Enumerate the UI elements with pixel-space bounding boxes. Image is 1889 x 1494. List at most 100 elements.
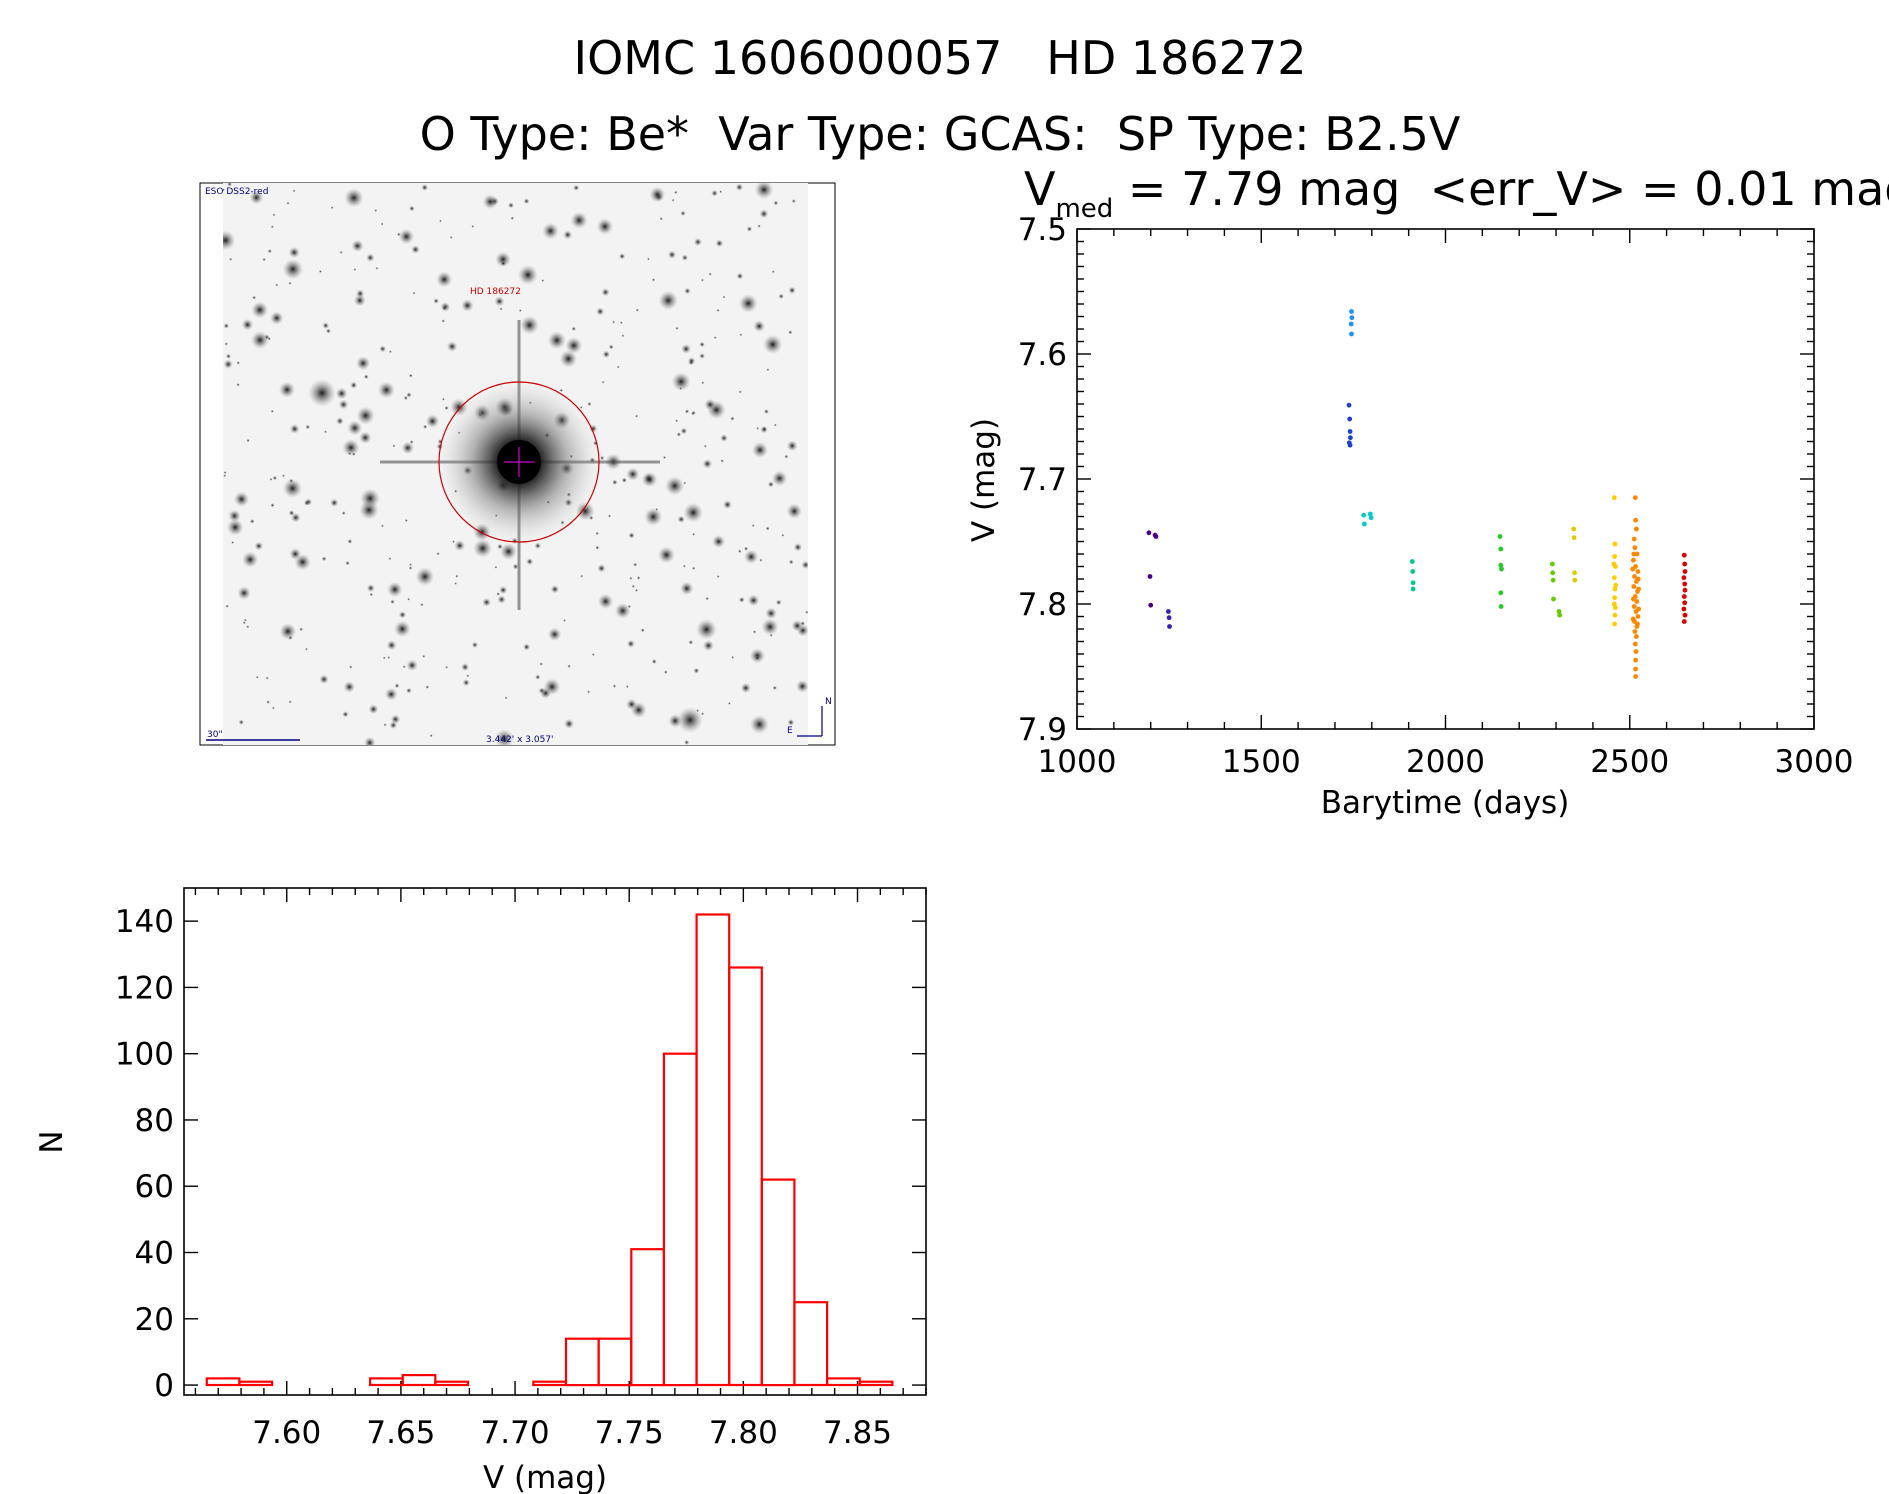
finder-star: [223, 471, 227, 475]
finder-star: [644, 507, 663, 526]
finder-star: [455, 574, 459, 578]
histogram-y-tick-label: 80: [135, 1103, 174, 1139]
finder-star: [635, 308, 639, 312]
finder-star: [352, 452, 356, 456]
finder-star: [612, 479, 618, 486]
light-curve-point: [1556, 609, 1562, 614]
finder-bright-star: [752, 442, 768, 458]
finder-star: [510, 216, 515, 220]
finder-star: [680, 427, 688, 435]
finder-star: [504, 696, 508, 700]
finder-star: [494, 296, 505, 307]
finder-star: [409, 440, 414, 444]
finder-star: [526, 558, 534, 566]
histogram-bar: [401, 1373, 437, 1387]
finder-star: [319, 674, 329, 684]
finder-star: [772, 685, 777, 691]
finder-star: [534, 542, 542, 550]
light-curve-point: [1348, 435, 1353, 441]
light-curve-point: [1499, 566, 1504, 572]
histogram-y-tick-labels: 0 20 40 60 80 100 120 140: [115, 904, 174, 1404]
finder-star: [788, 559, 794, 565]
finder-star: [595, 545, 600, 550]
finder-star: [299, 627, 303, 632]
finder-star: [236, 361, 240, 365]
finder-star: [708, 272, 712, 276]
histogram-x-tick-label: 7.60: [252, 1415, 321, 1451]
finder-star: [394, 620, 411, 638]
finder-star: [353, 294, 366, 307]
light-curve-point: [1362, 521, 1367, 527]
light-curve-ylabel: V (mag): [966, 418, 1002, 542]
finder-star: [564, 718, 575, 729]
histogram-bar: [825, 1377, 861, 1387]
finder-star: [704, 398, 716, 411]
finder-star: [254, 541, 264, 551]
light-curve-point: [1634, 599, 1640, 604]
finder-star: [763, 409, 769, 414]
finder-star: [597, 593, 614, 610]
finder-star: [675, 326, 679, 330]
finder-star: [237, 586, 251, 600]
finder-star: [715, 239, 724, 248]
finder-star: [226, 518, 244, 536]
finder-star: [702, 459, 713, 469]
histogram-x-tick-label: 7.80: [709, 1415, 778, 1451]
finder-star: [731, 655, 735, 659]
light-curve-point: [1634, 634, 1639, 639]
light-curve-point: [1571, 526, 1577, 532]
finder-star: [722, 295, 726, 299]
finder-star: [591, 653, 595, 657]
finder-star: [796, 679, 808, 693]
finder-star: [626, 467, 640, 481]
light-curve-point: [1347, 429, 1353, 434]
finder-star: [279, 623, 297, 640]
histogram-y-tick-label: 40: [135, 1236, 174, 1272]
light-curve-point: [1635, 614, 1641, 619]
light-curve-point: [1611, 575, 1617, 581]
light-curve-point: [1349, 315, 1355, 321]
light-curve-x-tick-label: 3000: [1775, 744, 1854, 780]
finder-star-field: [223, 183, 808, 745]
finder-star: [421, 184, 429, 191]
finder-star: [347, 538, 353, 544]
light-curve-points: [1146, 309, 1688, 679]
finder-star: [631, 584, 635, 588]
light-curve-point: [1612, 541, 1618, 547]
finder-star: [565, 337, 583, 354]
finder-star: [227, 183, 233, 187]
light-curve-point: [1571, 535, 1577, 541]
finder-star: [497, 543, 503, 550]
light-curve-point: [1633, 674, 1638, 679]
light-curve-point: [1367, 511, 1373, 517]
finder-chart: HD 186272 ESO DSS2-red 30" 3.442' x 3.05…: [199, 182, 836, 746]
light-curve-point: [1148, 602, 1154, 608]
light-curve-point: [1612, 554, 1617, 559]
finder-star: [787, 719, 795, 726]
light-curve-point: [1146, 530, 1152, 536]
finder-star: [754, 183, 774, 200]
finder-star: [747, 594, 760, 607]
finder-star: [286, 201, 290, 205]
finder-star: [223, 359, 233, 369]
finder-star: [619, 321, 623, 325]
finder-star: [412, 291, 416, 295]
finder-star: [651, 658, 657, 665]
light-curve-y-tick-label: 7.7: [1018, 462, 1067, 498]
finder-star: [251, 301, 269, 319]
finder-star: [223, 188, 225, 192]
finder-star: [461, 663, 470, 672]
finder-star: [368, 704, 379, 715]
light-curve-point: [1550, 577, 1556, 583]
finder-star: [671, 372, 691, 392]
finder-star: [535, 674, 541, 680]
light-curve-point: [1612, 612, 1618, 618]
light-curve-point: [1632, 629, 1638, 634]
histogram-bar: [532, 1380, 567, 1387]
finder-star: [616, 365, 620, 369]
finder-star: [801, 560, 808, 570]
finder-star: [225, 353, 232, 359]
finder-star: [409, 563, 413, 567]
finder-star: [738, 294, 758, 313]
finder-star: [749, 714, 769, 734]
